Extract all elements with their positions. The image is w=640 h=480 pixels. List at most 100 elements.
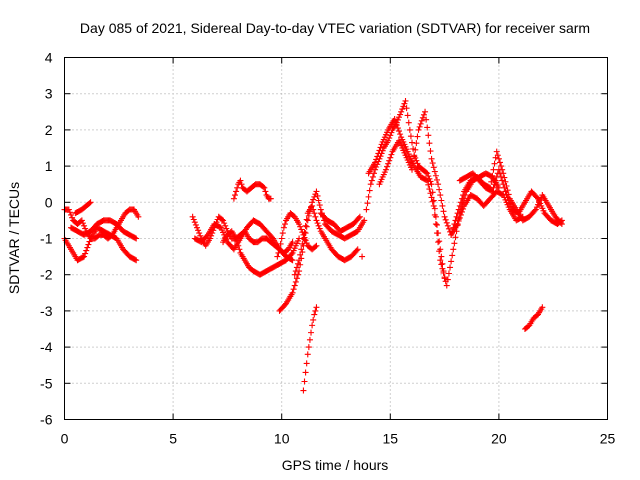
data-point <box>394 125 401 132</box>
axis-ticks <box>64 57 608 420</box>
series-track-4c <box>376 108 526 238</box>
data-point <box>268 234 275 241</box>
data-point <box>279 230 286 237</box>
data-point <box>429 160 436 167</box>
data-point <box>412 154 419 161</box>
data-point <box>133 257 140 264</box>
data-point <box>399 106 406 113</box>
data-point <box>438 253 445 260</box>
data-point <box>458 195 465 202</box>
y-tick-label: -4 <box>40 339 53 355</box>
data-point <box>288 251 295 258</box>
data-point <box>444 222 451 229</box>
data-point <box>359 253 366 260</box>
data-point <box>531 207 538 214</box>
data-point <box>502 188 509 195</box>
data-point <box>69 214 76 221</box>
data-point <box>384 163 391 170</box>
data-point <box>312 213 319 220</box>
data-point <box>393 122 400 129</box>
data-point <box>196 230 203 237</box>
data-point <box>313 304 320 311</box>
data-point <box>498 163 505 170</box>
data-point <box>391 116 398 123</box>
data-point <box>498 173 505 180</box>
data-point <box>133 235 140 242</box>
series-track-2b <box>191 217 296 264</box>
data-point <box>363 206 370 213</box>
data-point <box>354 246 361 253</box>
data-point <box>79 220 86 227</box>
data-point <box>302 369 309 376</box>
data-point <box>460 192 467 199</box>
data-point <box>427 190 434 197</box>
data-point <box>190 216 197 223</box>
data-point <box>220 217 227 224</box>
data-point <box>375 150 382 157</box>
data-point <box>455 218 462 225</box>
data-point <box>413 140 420 147</box>
data-point <box>311 193 318 200</box>
data-point <box>557 218 564 225</box>
x-tick-label: 20 <box>491 431 507 447</box>
data-point <box>489 172 496 179</box>
y-tick-label: 3 <box>45 86 53 102</box>
data-point <box>306 336 313 343</box>
series-track-3d <box>300 304 320 394</box>
data-point <box>310 316 317 323</box>
data-point <box>427 178 434 185</box>
data-point <box>195 227 202 234</box>
data-point <box>422 108 429 115</box>
data-point <box>410 160 417 167</box>
data-point <box>260 183 267 190</box>
data-point <box>311 311 318 318</box>
data-point <box>298 226 305 233</box>
data-point <box>505 197 512 204</box>
data-point <box>456 214 463 221</box>
y-tick-label: -6 <box>40 412 53 428</box>
data-point <box>451 240 458 247</box>
data-point <box>87 199 94 206</box>
y-tick-labels: -6 -5 -4 -3 -2 -1 0 1 2 3 4 <box>40 50 53 428</box>
data-point <box>398 108 405 115</box>
data-point <box>316 202 323 209</box>
data-point <box>303 360 310 367</box>
data-point <box>281 221 288 228</box>
data-point <box>417 120 424 127</box>
data-point <box>425 132 432 139</box>
data-point <box>297 251 304 258</box>
data-point <box>420 111 427 118</box>
data-point <box>203 233 210 240</box>
data-point <box>304 351 311 358</box>
data-point <box>303 223 310 230</box>
series-track-3e <box>359 253 366 260</box>
data-point <box>507 203 514 210</box>
data-point <box>274 253 281 260</box>
data-point <box>437 192 444 199</box>
data-point <box>392 119 399 126</box>
data-point <box>197 232 204 239</box>
data-point <box>218 216 225 223</box>
data-point <box>312 307 319 314</box>
data-point <box>369 173 376 180</box>
data-point <box>495 166 502 173</box>
data-point <box>367 181 374 188</box>
data-point <box>276 246 283 253</box>
data-point <box>309 322 316 329</box>
series-track-1c <box>68 217 140 242</box>
data-point <box>308 329 315 336</box>
data-point <box>404 112 411 119</box>
data-point <box>297 223 304 230</box>
data-point <box>294 260 301 267</box>
series-track-1a <box>61 206 142 242</box>
data-point <box>366 187 373 194</box>
data-point <box>430 197 437 204</box>
data-point <box>424 177 431 184</box>
data-point <box>280 224 287 231</box>
data-point <box>355 214 362 221</box>
grid-lines <box>64 57 608 420</box>
data-point <box>296 257 303 264</box>
data-point <box>400 103 407 110</box>
data-point <box>132 234 139 241</box>
